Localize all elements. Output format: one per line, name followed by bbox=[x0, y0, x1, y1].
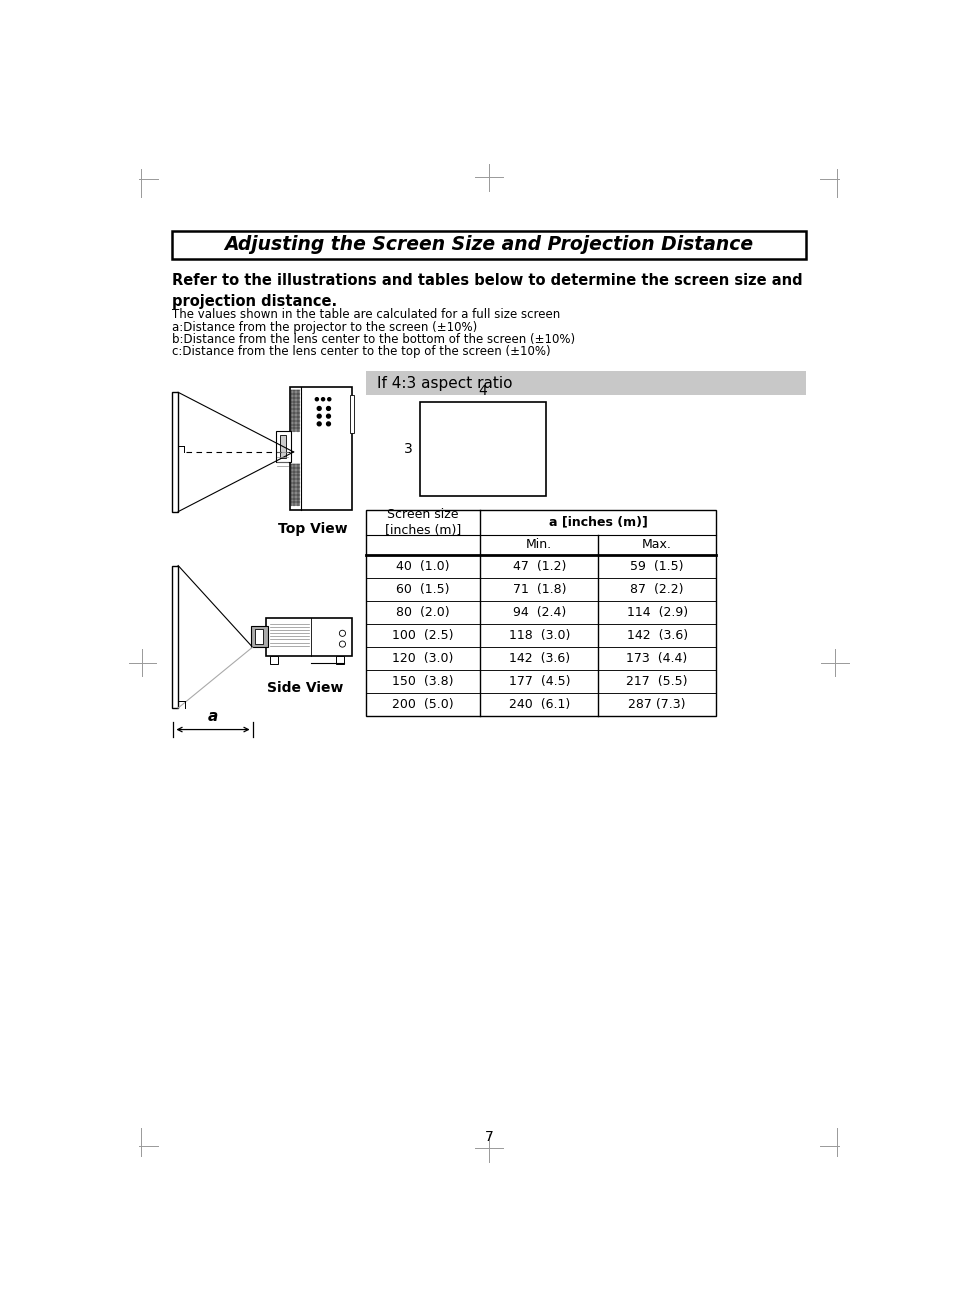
Circle shape bbox=[321, 398, 324, 400]
Text: 118  (3.0): 118 (3.0) bbox=[508, 630, 569, 642]
Text: 4: 4 bbox=[477, 383, 487, 398]
Bar bbox=[254, 628, 262, 644]
Text: 59  (1.5): 59 (1.5) bbox=[630, 560, 683, 573]
Text: If 4:3 aspect ratio: If 4:3 aspect ratio bbox=[376, 375, 512, 391]
Circle shape bbox=[326, 407, 330, 411]
Text: b:Distance from the lens center to the bottom of the screen (±10%): b:Distance from the lens center to the b… bbox=[172, 333, 575, 346]
Bar bbox=[172, 231, 805, 258]
Text: 142  (3.6): 142 (3.6) bbox=[508, 652, 569, 665]
Circle shape bbox=[317, 415, 321, 419]
Bar bbox=[365, 371, 805, 395]
Circle shape bbox=[328, 398, 331, 400]
Bar bbox=[419, 403, 545, 496]
Text: 60  (1.5): 60 (1.5) bbox=[395, 583, 449, 596]
Bar bbox=[172, 565, 178, 708]
Text: a [inches (m)]: a [inches (m)] bbox=[548, 516, 647, 529]
Bar bbox=[275, 430, 291, 462]
Text: The values shown in the table are calculated for a full size screen: The values shown in the table are calcul… bbox=[172, 308, 559, 321]
Text: a:Distance from the projector to the screen (±10%): a:Distance from the projector to the scr… bbox=[172, 320, 476, 333]
Text: 80  (2.0): 80 (2.0) bbox=[395, 606, 450, 619]
Text: 287 (7.3): 287 (7.3) bbox=[628, 698, 685, 711]
Text: Adjusting the Screen Size and Projection Distance: Adjusting the Screen Size and Projection… bbox=[224, 235, 753, 255]
Bar bbox=[291, 390, 299, 433]
Circle shape bbox=[326, 422, 330, 426]
Bar bbox=[251, 626, 268, 647]
Text: 94  (2.4): 94 (2.4) bbox=[512, 606, 565, 619]
Bar bbox=[350, 395, 354, 433]
Bar bbox=[172, 392, 178, 512]
Bar bbox=[266, 618, 352, 656]
Text: 100  (2.5): 100 (2.5) bbox=[392, 630, 454, 642]
Text: 71  (1.8): 71 (1.8) bbox=[512, 583, 565, 596]
Circle shape bbox=[317, 407, 321, 411]
Text: 47  (1.2): 47 (1.2) bbox=[512, 560, 565, 573]
Circle shape bbox=[317, 422, 321, 426]
Text: 142  (3.6): 142 (3.6) bbox=[626, 630, 687, 642]
Bar bbox=[365, 510, 716, 716]
Text: 200  (5.0): 200 (5.0) bbox=[392, 698, 454, 711]
Circle shape bbox=[326, 415, 330, 419]
Text: Screen size
[inches (m)]: Screen size [inches (m)] bbox=[384, 508, 460, 537]
Text: Top View: Top View bbox=[278, 522, 348, 537]
Text: 40  (1.0): 40 (1.0) bbox=[395, 560, 449, 573]
Text: 87  (2.2): 87 (2.2) bbox=[630, 583, 683, 596]
Text: 7: 7 bbox=[484, 1130, 493, 1144]
Text: a: a bbox=[208, 710, 218, 724]
Text: 114  (2.9): 114 (2.9) bbox=[626, 606, 687, 619]
Text: c:Distance from the lens center to the top of the screen (±10%): c:Distance from the lens center to the t… bbox=[172, 345, 550, 358]
Bar bbox=[335, 656, 344, 664]
Circle shape bbox=[315, 398, 318, 400]
Text: Side View: Side View bbox=[267, 681, 343, 695]
Text: 173  (4.4): 173 (4.4) bbox=[626, 652, 687, 665]
Bar bbox=[270, 656, 278, 664]
Text: 120  (3.0): 120 (3.0) bbox=[392, 652, 454, 665]
Bar bbox=[291, 464, 299, 506]
Text: 3: 3 bbox=[403, 442, 412, 457]
Bar bbox=[279, 434, 286, 458]
Text: 240  (6.1): 240 (6.1) bbox=[508, 698, 569, 711]
Text: 217  (5.5): 217 (5.5) bbox=[626, 676, 687, 689]
Bar bbox=[290, 387, 352, 510]
Text: 150  (3.8): 150 (3.8) bbox=[392, 676, 454, 689]
Text: Min.: Min. bbox=[526, 538, 552, 551]
Text: Max.: Max. bbox=[641, 538, 671, 551]
Text: Refer to the illustrations and tables below to determine the screen size and
pro: Refer to the illustrations and tables be… bbox=[172, 273, 801, 308]
Text: 177  (4.5): 177 (4.5) bbox=[508, 676, 570, 689]
